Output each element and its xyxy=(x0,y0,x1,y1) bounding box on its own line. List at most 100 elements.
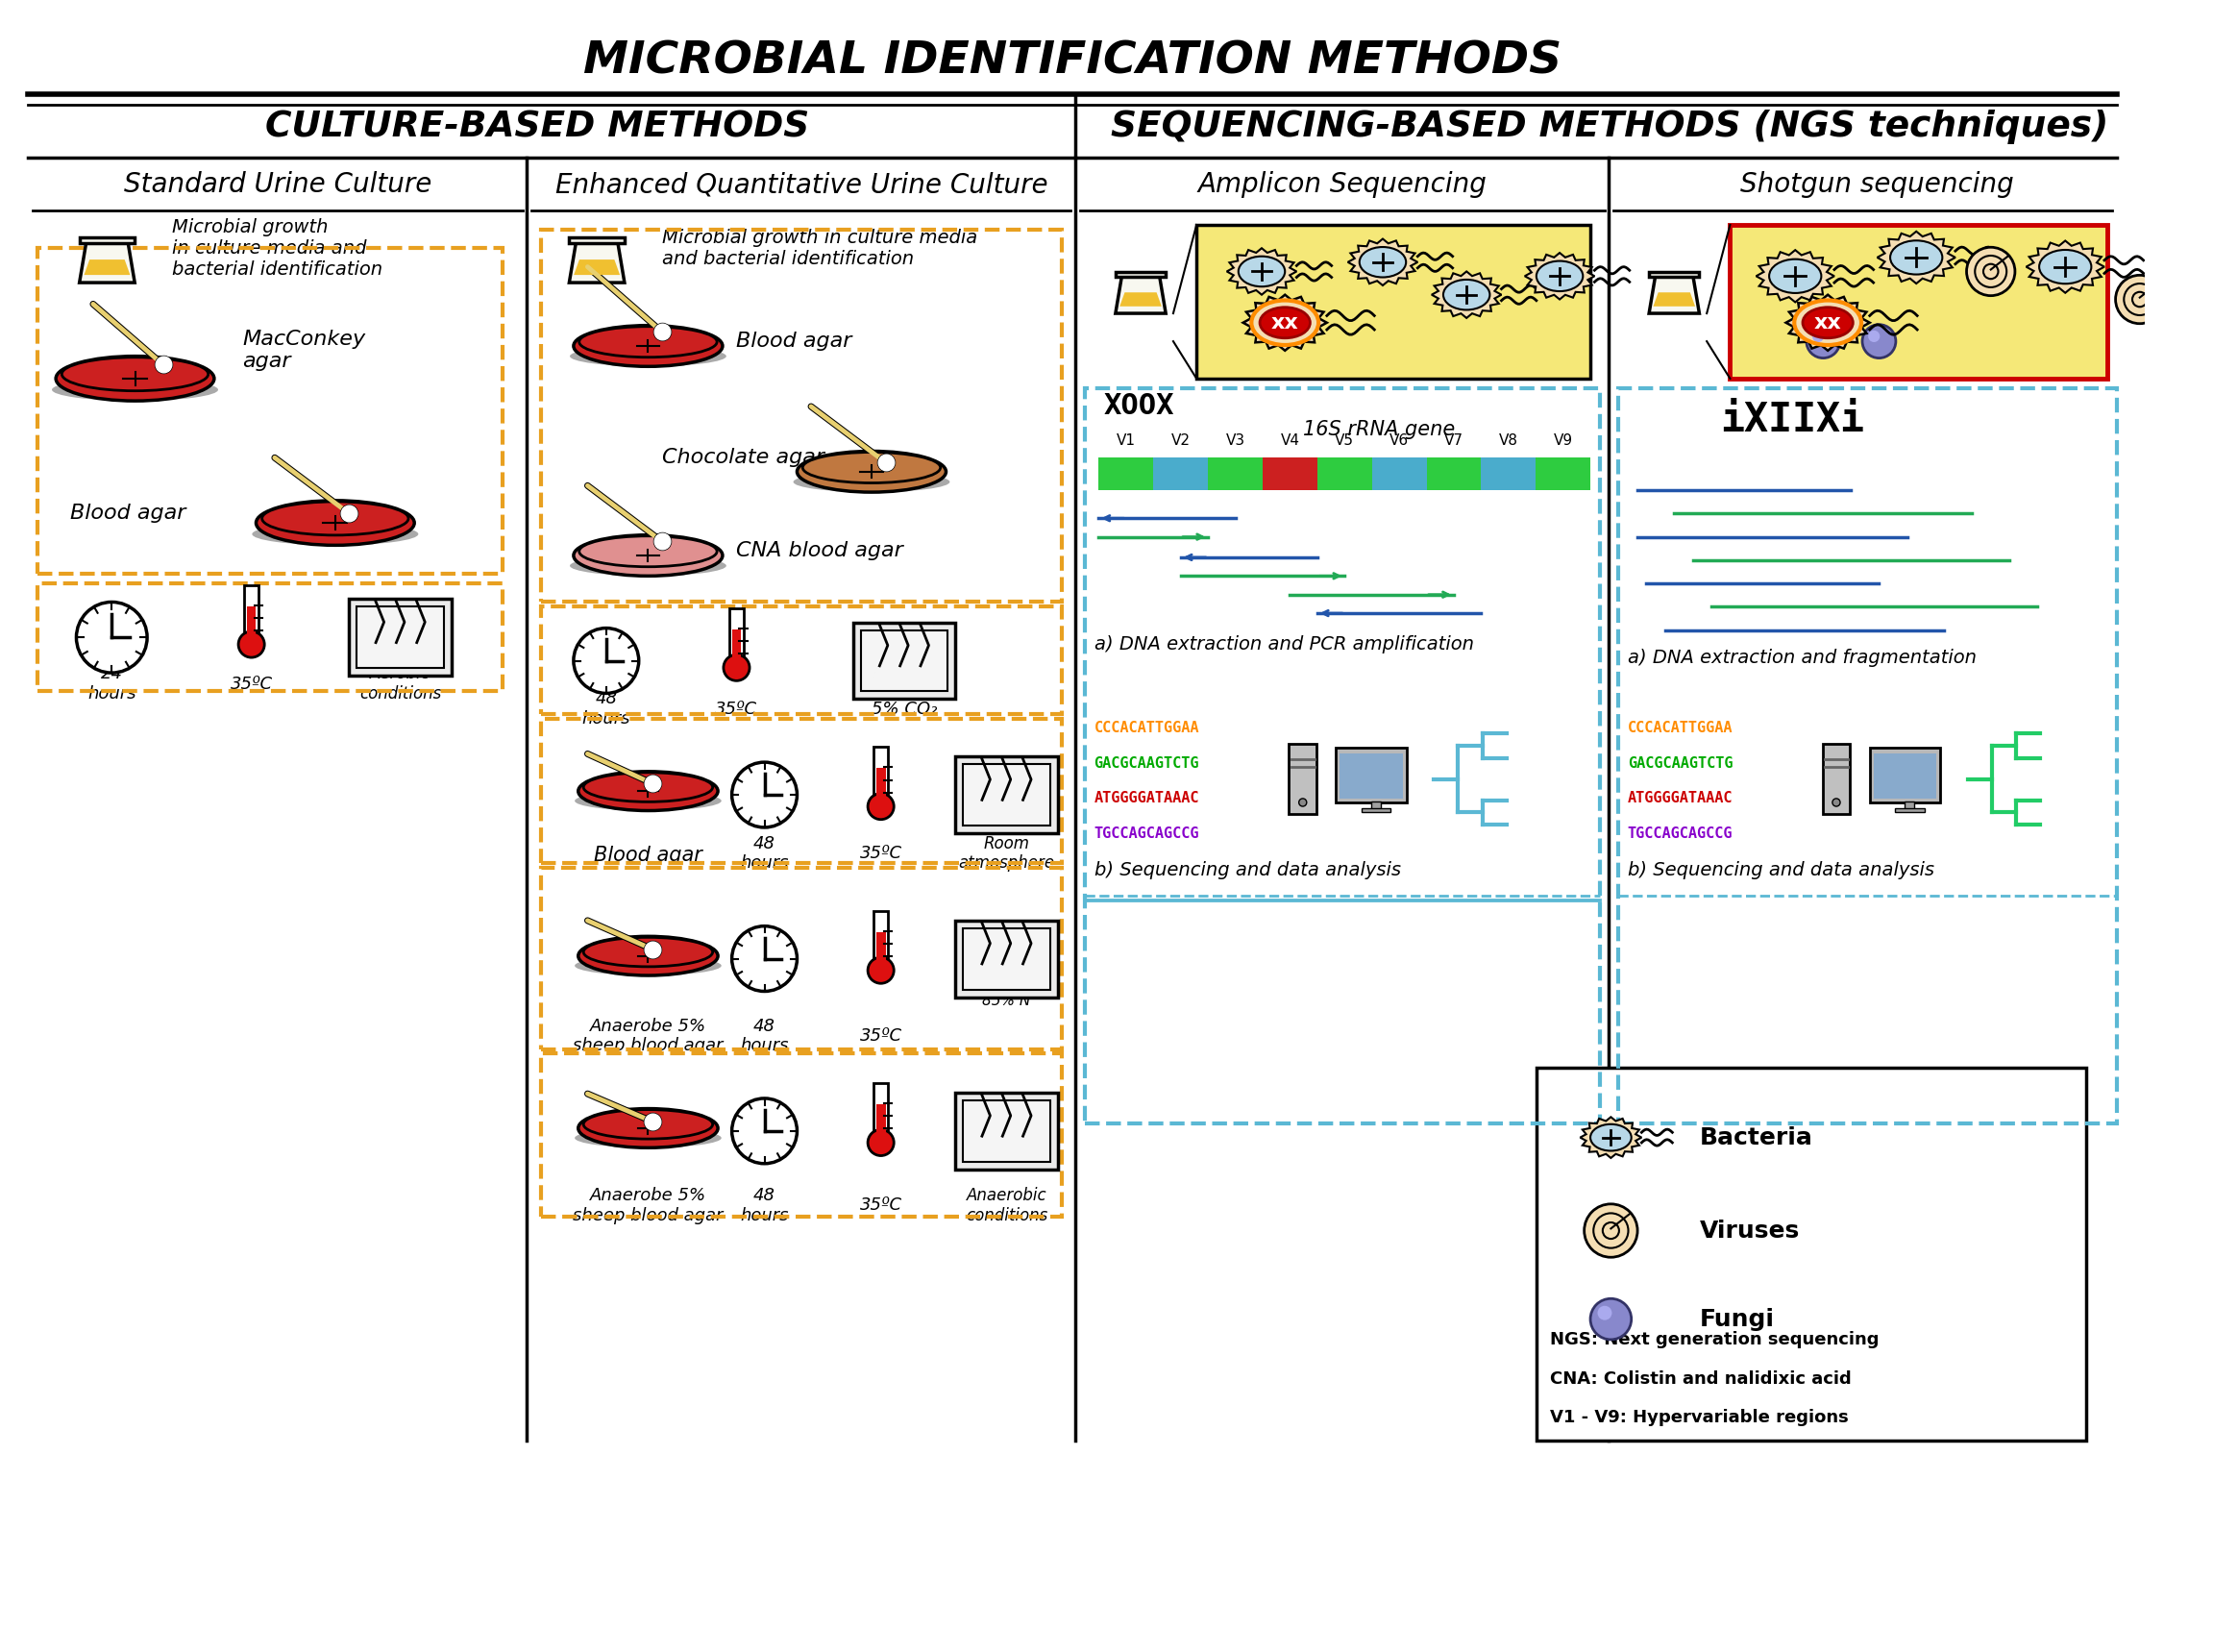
Ellipse shape xyxy=(575,791,721,811)
Ellipse shape xyxy=(571,555,726,577)
Text: xx: xx xyxy=(1815,314,1841,332)
Text: 35ºC: 35ºC xyxy=(859,844,903,862)
Bar xyxy=(1337,748,1407,803)
Bar xyxy=(1618,388,2116,1123)
Text: Microbial growth
in culture media and
bacterial identification: Microbial growth in culture media and ba… xyxy=(173,218,383,279)
Text: XOOX: XOOX xyxy=(1104,393,1175,420)
Circle shape xyxy=(1598,1305,1611,1320)
Bar xyxy=(38,248,502,575)
Text: 16S rRNA gene: 16S rRNA gene xyxy=(1303,420,1454,439)
Text: V4: V4 xyxy=(1281,434,1299,448)
Circle shape xyxy=(1299,798,1306,806)
Text: MacConkey
agar: MacConkey agar xyxy=(241,330,365,372)
Text: ATGGGGATAAAC: ATGGGGATAAAC xyxy=(1093,791,1199,806)
Bar xyxy=(1536,1067,2085,1441)
Polygon shape xyxy=(573,259,620,274)
Bar xyxy=(1264,458,1317,491)
Polygon shape xyxy=(2027,241,2105,292)
Text: V5: V5 xyxy=(1334,434,1354,448)
Ellipse shape xyxy=(1536,261,1582,291)
Text: Blood agar: Blood agar xyxy=(593,846,702,866)
Text: V1 - V9: Hypervariable regions: V1 - V9: Hypervariable regions xyxy=(1551,1409,1848,1426)
Text: 48
hours: 48 hours xyxy=(739,1018,788,1054)
Ellipse shape xyxy=(580,535,717,567)
Text: SEQUENCING-BASED METHODS (NGS techniques): SEQUENCING-BASED METHODS (NGS techniques… xyxy=(1111,109,2109,144)
Ellipse shape xyxy=(1359,248,1405,278)
Bar xyxy=(852,623,956,699)
Circle shape xyxy=(724,654,750,681)
Text: CNA: Colistin and nalidixic acid: CNA: Colistin and nalidixic acid xyxy=(1551,1370,1852,1388)
Polygon shape xyxy=(1877,231,1956,284)
Text: a) DNA extraction and PCR amplification: a) DNA extraction and PCR amplification xyxy=(1093,634,1474,653)
Text: 35ºC: 35ºC xyxy=(859,1196,903,1214)
Polygon shape xyxy=(1653,292,1695,306)
Circle shape xyxy=(867,957,894,983)
Text: V9: V9 xyxy=(1554,434,1573,448)
Bar xyxy=(1153,458,1208,491)
Bar xyxy=(540,867,1062,1049)
Bar xyxy=(963,928,1051,990)
Bar xyxy=(38,583,502,691)
Ellipse shape xyxy=(573,325,724,367)
Text: Amplicon Sequencing: Amplicon Sequencing xyxy=(1197,172,1487,198)
Text: MICROBIAL IDENTIFICATION METHODS: MICROBIAL IDENTIFICATION METHODS xyxy=(582,40,1562,84)
Bar xyxy=(1536,458,1591,491)
Bar xyxy=(1824,743,1850,814)
Bar xyxy=(350,600,451,676)
Bar xyxy=(540,230,1062,601)
Bar xyxy=(956,757,1058,833)
Polygon shape xyxy=(1786,294,1870,350)
Bar xyxy=(876,1104,885,1143)
Circle shape xyxy=(733,762,797,828)
Polygon shape xyxy=(80,241,135,282)
Ellipse shape xyxy=(578,1108,717,1148)
Text: Fungi: Fungi xyxy=(1700,1307,1775,1330)
Ellipse shape xyxy=(584,1110,713,1138)
Ellipse shape xyxy=(252,524,418,545)
Bar xyxy=(248,606,257,644)
Text: Chocolate agar: Chocolate agar xyxy=(662,448,825,468)
Ellipse shape xyxy=(578,937,717,975)
Bar xyxy=(1874,753,1936,798)
Circle shape xyxy=(1585,1204,1638,1257)
Polygon shape xyxy=(569,241,624,282)
Text: 48
hours: 48 hours xyxy=(739,834,788,872)
Ellipse shape xyxy=(1239,256,1286,286)
Text: V8: V8 xyxy=(1498,434,1518,448)
Ellipse shape xyxy=(1890,241,1943,274)
Bar xyxy=(963,1100,1051,1161)
Polygon shape xyxy=(84,259,131,274)
Ellipse shape xyxy=(584,937,713,966)
Circle shape xyxy=(1863,324,1897,358)
Polygon shape xyxy=(1120,292,1162,306)
Polygon shape xyxy=(1432,271,1500,319)
Polygon shape xyxy=(1348,240,1419,286)
Circle shape xyxy=(1591,1298,1631,1340)
Ellipse shape xyxy=(578,771,717,811)
Bar xyxy=(956,1092,1058,1170)
Text: Blood agar: Blood agar xyxy=(71,504,186,524)
Bar xyxy=(1339,753,1403,798)
Ellipse shape xyxy=(55,357,215,401)
Text: Standard Urine Culture: Standard Urine Culture xyxy=(124,172,432,198)
Text: 35ºC: 35ºC xyxy=(859,1028,903,1044)
Ellipse shape xyxy=(575,1128,721,1148)
Bar xyxy=(874,910,887,970)
Text: 5% O₂
10% CO₂
85% N: 5% O₂ 10% CO₂ 85% N xyxy=(974,960,1040,1008)
Text: V2: V2 xyxy=(1171,434,1191,448)
Ellipse shape xyxy=(797,451,945,492)
Text: b) Sequencing and data analysis: b) Sequencing and data analysis xyxy=(1093,861,1401,879)
Bar xyxy=(1905,801,1914,809)
Bar xyxy=(1264,458,1317,491)
Text: Microbial growth in culture media
and bacterial identification: Microbial growth in culture media and ba… xyxy=(662,228,978,268)
Polygon shape xyxy=(1226,248,1297,294)
Text: xx: xx xyxy=(1270,314,1299,332)
Circle shape xyxy=(1967,248,2016,296)
Ellipse shape xyxy=(803,453,941,482)
Text: 35ºC: 35ºC xyxy=(230,676,272,692)
Text: 48
hours: 48 hours xyxy=(582,691,631,729)
Circle shape xyxy=(1812,330,1824,342)
Ellipse shape xyxy=(1259,307,1310,339)
Ellipse shape xyxy=(1804,307,1852,339)
Text: 5% CO₂: 5% CO₂ xyxy=(872,700,936,717)
